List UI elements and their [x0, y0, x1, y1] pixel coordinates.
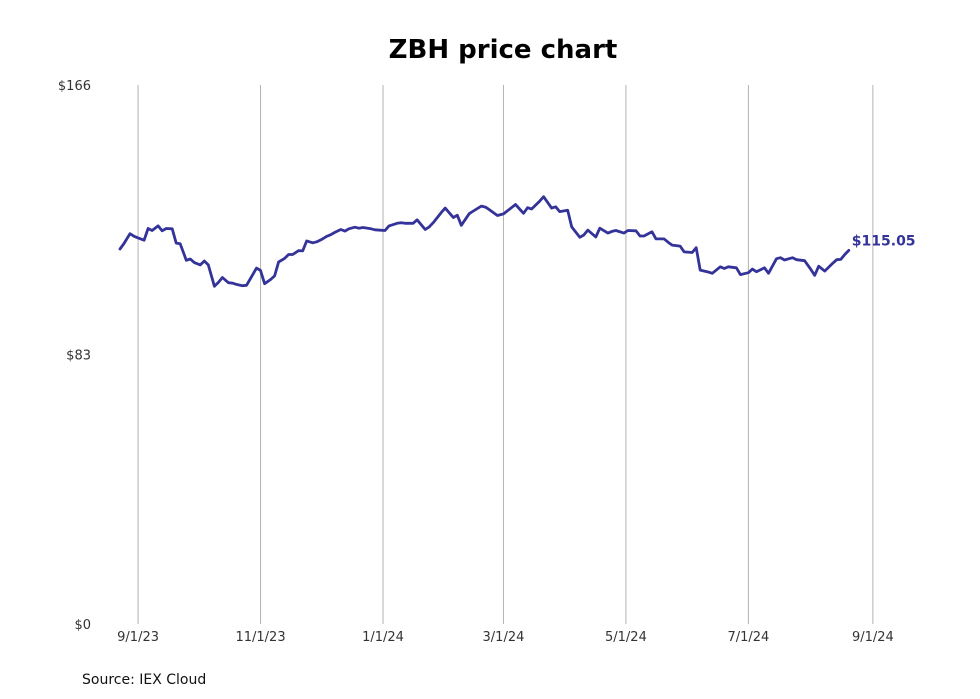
y-tick-label: $83: [66, 349, 91, 364]
gridlines: [137, 85, 874, 624]
source-label: Source: IEX Cloud: [82, 672, 206, 688]
x-axis-labels: 9/1/23 11/1/23 1/1/24 3/1/24 5/1/24 7/1/24 9/1…: [117, 630, 894, 645]
x-tick-label: 9/1/23: [117, 630, 159, 645]
y-tick-label: $166: [58, 79, 91, 94]
x-tick-label: 1/1/24: [362, 630, 404, 645]
y-axis-labels: $166 $83 $0: [58, 79, 91, 633]
y-tick-label: $0: [74, 618, 91, 633]
x-tick-label: 3/1/24: [483, 630, 525, 645]
chart-title: ZBH price chart: [389, 35, 618, 65]
x-tick-label: 7/1/24: [727, 630, 769, 645]
series-layer: [118, 195, 851, 288]
last-price-label: $115.05: [852, 233, 916, 249]
x-tick-label: 11/1/23: [235, 630, 285, 645]
price-line: [118, 195, 851, 288]
x-tick-label: 5/1/24: [605, 630, 647, 645]
x-tick-label: 9/1/24: [852, 630, 894, 645]
